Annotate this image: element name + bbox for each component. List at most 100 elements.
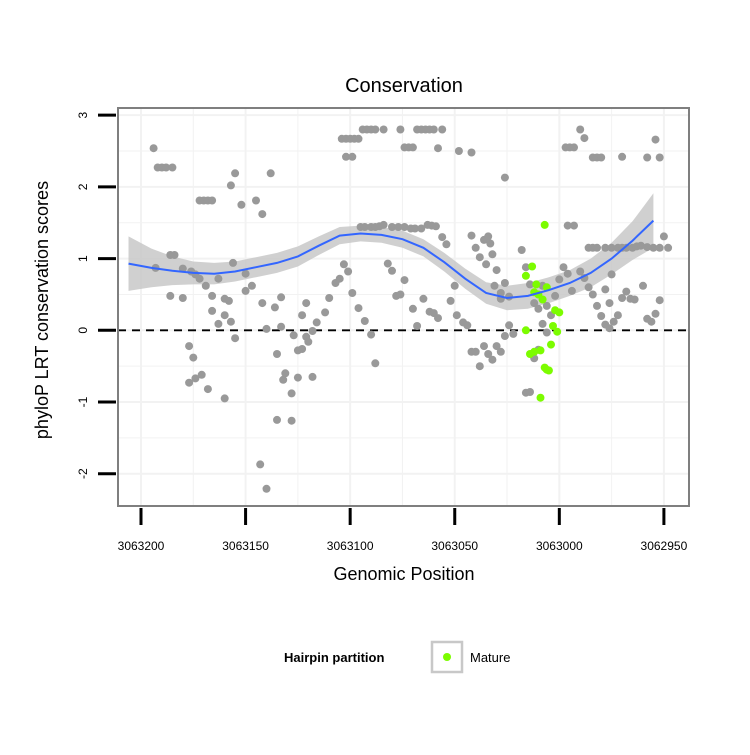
- data-point: [277, 293, 286, 302]
- data-point: [191, 374, 200, 383]
- mature-point: [528, 262, 537, 271]
- data-point: [170, 251, 179, 259]
- mature-point: [544, 366, 553, 375]
- data-point: [567, 286, 576, 295]
- data-point: [659, 232, 668, 241]
- data-point: [408, 143, 417, 152]
- data-point: [484, 232, 493, 241]
- data-point: [321, 308, 330, 317]
- x-tick-label: 3063200: [118, 539, 165, 553]
- data-point: [651, 309, 660, 318]
- y-tick-label: 2: [76, 183, 90, 190]
- data-point: [266, 169, 275, 178]
- data-point: [149, 144, 158, 153]
- data-point: [563, 221, 572, 230]
- mature-point: [521, 326, 530, 335]
- data-point: [203, 385, 212, 394]
- data-point: [601, 243, 610, 252]
- data-point: [308, 327, 317, 335]
- x-tick-label: 3063150: [222, 539, 269, 553]
- data-point: [178, 294, 187, 302]
- data-point: [605, 324, 614, 333]
- data-point: [618, 152, 627, 161]
- data-point: [302, 299, 311, 308]
- data-point: [277, 322, 286, 331]
- data-point: [434, 144, 442, 153]
- data-point: [488, 355, 497, 364]
- data-point: [220, 394, 229, 403]
- data-point: [208, 306, 217, 315]
- data-point: [354, 134, 363, 143]
- data-point: [438, 233, 447, 242]
- data-point: [339, 260, 348, 269]
- data-point: [538, 319, 547, 328]
- data-point: [526, 280, 534, 289]
- data-point: [480, 342, 488, 351]
- chart-title: Conservation: [345, 75, 463, 97]
- data-point: [613, 311, 622, 320]
- data-point: [201, 281, 210, 290]
- data-point: [570, 143, 578, 152]
- data-point: [371, 359, 380, 368]
- data-point: [379, 125, 388, 134]
- x-tick-label: 3063050: [431, 539, 478, 553]
- mature-point: [549, 322, 557, 330]
- data-point: [383, 259, 392, 268]
- data-point: [231, 334, 240, 343]
- data-point: [419, 294, 428, 303]
- mature-point: [532, 280, 541, 289]
- data-point: [408, 304, 417, 313]
- data-point: [396, 290, 405, 299]
- data-point: [293, 373, 302, 382]
- data-point: [262, 484, 271, 493]
- data-point: [492, 266, 501, 275]
- data-point: [607, 270, 616, 279]
- data-point: [563, 269, 572, 278]
- data-point: [607, 243, 616, 252]
- data-point: [484, 350, 493, 358]
- data-point: [588, 290, 597, 299]
- data-point: [335, 274, 344, 283]
- data-point: [609, 317, 618, 326]
- data-point: [229, 258, 237, 267]
- y-axis-label: phyloP LRT conservation scores: [32, 181, 52, 439]
- data-point: [178, 264, 187, 273]
- data-point: [208, 196, 217, 205]
- legend-title: Hairpin partition: [284, 650, 384, 665]
- data-point: [348, 152, 357, 161]
- data-point: [521, 263, 530, 272]
- data-point: [273, 415, 281, 424]
- x-tick-label: 3062950: [641, 539, 688, 553]
- data-point: [454, 147, 463, 155]
- data-point: [597, 312, 606, 320]
- data-point: [247, 281, 256, 290]
- x-axis-label: Genomic Position: [333, 564, 474, 584]
- data-point: [396, 125, 405, 134]
- data-point: [526, 388, 534, 396]
- data-point: [450, 281, 459, 290]
- y-tick-label: -1: [76, 396, 90, 407]
- data-point: [298, 311, 307, 320]
- data-point: [597, 153, 606, 162]
- data-point: [488, 250, 497, 259]
- data-point: [287, 416, 296, 425]
- data-point: [166, 291, 175, 300]
- data-point: [551, 291, 560, 300]
- data-point: [655, 296, 664, 305]
- data-point: [360, 317, 369, 325]
- data-point: [162, 163, 171, 172]
- data-point: [185, 342, 194, 351]
- data-point: [580, 134, 589, 143]
- data-point: [555, 275, 564, 284]
- data-point: [168, 163, 177, 172]
- legend-key-mature-dot: [443, 653, 451, 661]
- data-point: [490, 281, 499, 290]
- data-point: [220, 311, 229, 320]
- data-point: [584, 283, 593, 292]
- data-point: [400, 223, 409, 231]
- data-point: [630, 295, 639, 304]
- data-point: [394, 223, 403, 231]
- mature-point: [536, 393, 545, 402]
- axes: 3063200 3063150 3063100 3063050 3063000 30629…: [76, 112, 688, 553]
